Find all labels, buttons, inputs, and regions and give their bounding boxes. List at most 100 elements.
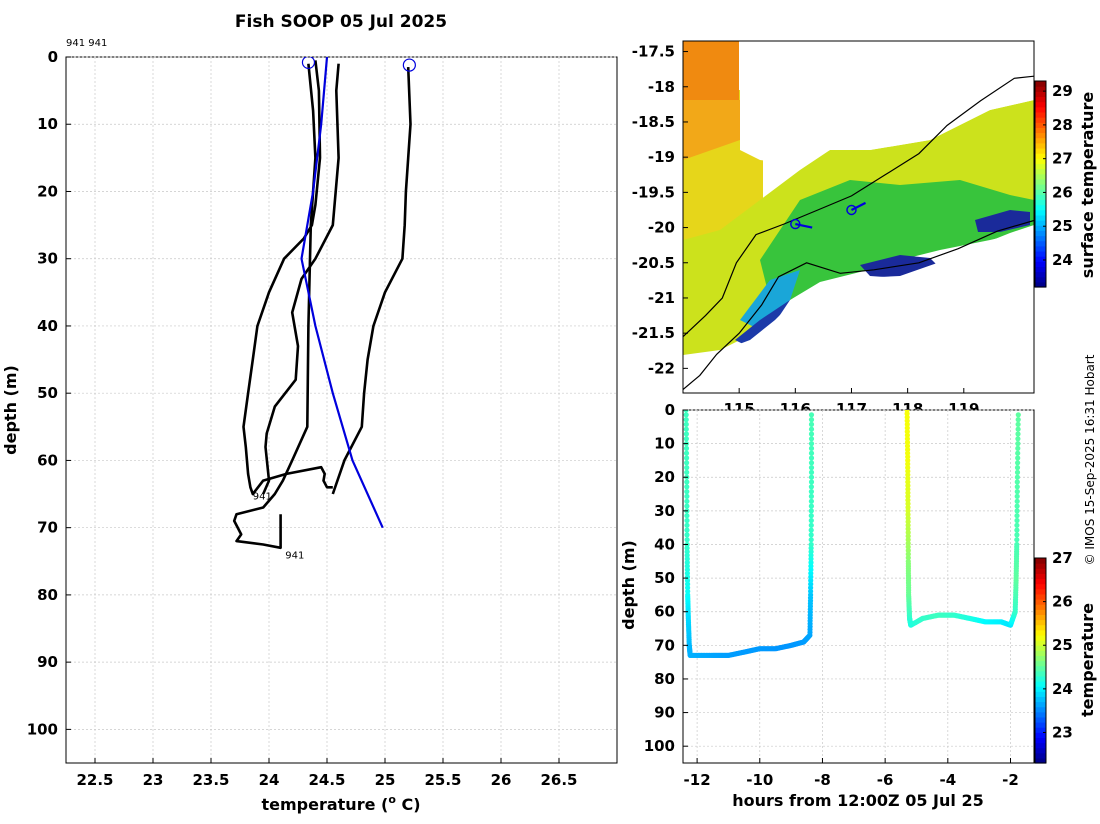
temperature-point [905,501,911,507]
time-depth-y-label: depth (m) [619,540,638,630]
map-y-tick-label: -20 [648,219,675,237]
temperature-point [905,457,911,463]
temperature-point [683,417,689,423]
temperature-point [905,522,911,528]
temperature-point [905,537,911,543]
temperature-point [905,551,911,557]
profile-y-tick-label: 0 [48,48,58,66]
temperature-point [808,489,815,495]
sst-field-cyan-patch [740,270,800,330]
temperature-point [1015,417,1021,423]
time-depth-points [683,410,1021,659]
coastline [683,75,1034,338]
temperature-colorbar-swatch [1035,563,1046,569]
temperature-point [683,450,690,456]
temperature-colorbar-swatch [1035,640,1046,646]
series-profile-a [242,60,333,496]
temperature-colorbar-swatch [1035,604,1046,610]
sst-colorbar-swatch [1035,158,1046,164]
temperature-colorbar-tick-label: 25 [1052,636,1073,654]
profile-y-tick-label: 90 [37,653,58,671]
temperature-point [684,493,690,499]
temperature-point [683,436,690,442]
temperature-point [905,529,911,536]
temperature-point [808,541,814,548]
time-depth-grid [683,409,1034,763]
profile-x-tick-label: 22.5 [76,771,113,789]
profile-x-tick-label: 24.5 [308,771,345,789]
time-depth-y-tick-label: 30 [654,502,675,520]
temperature-colorbar-swatch [1035,588,1046,595]
sst-colorbar-swatch [1035,147,1046,154]
time-depth-y-tick-label: 70 [654,636,675,654]
sst-colorbar: 24 25 26 27 28 29 [1034,80,1073,288]
sst-colorbar-swatch [1035,117,1046,123]
profile-y-tick-label: 50 [37,384,58,402]
temperature-point [808,517,814,524]
temperature-colorbar-swatch [1035,624,1046,631]
temperature-point [684,489,690,495]
temperature-point [684,460,690,466]
map-y-tick-label: -17.5 [632,43,675,61]
temperature-point [684,455,690,461]
temperature-point [1015,445,1021,451]
temperature-colorbar-swatch [1035,722,1046,728]
time-depth-x-ticks: -12 -10 -8 -6 -4 -2 [684,758,1019,789]
temperature-point [808,537,814,543]
depth-contour [683,219,1034,390]
temperature-point [808,527,814,533]
temperature-colorbar-swatch [1035,655,1046,662]
temperature-point [684,503,690,509]
ship-track-start [790,218,801,230]
profile-y-tick-label: 60 [37,451,58,469]
profile-x-label: temperature (o C) [261,793,420,814]
temperature-point [1015,421,1021,427]
time-depth-y-tick-label: 80 [654,670,675,688]
profile-y-tick-label: 30 [37,250,58,268]
temperature-point [905,547,911,554]
temperature-point [1014,469,1021,475]
sst-colorbar-swatch [1035,91,1046,98]
sst-colorbar-tick-label: 25 [1052,217,1073,235]
temperature-point [905,461,911,467]
temperature-point [905,515,911,521]
map-y-tick-label: -22 [648,359,675,377]
temperature-point [1015,431,1021,437]
temperature-colorbar-swatch [1035,660,1046,667]
time-depth-y-tick-label: 40 [654,535,675,553]
map-y-tick-label: -21 [648,289,675,307]
sst-colorbar-swatch [1035,245,1046,252]
temperature-point [808,460,815,466]
temperature-point [1014,474,1021,480]
profile-start-marker [402,58,416,72]
segment-cast-2-down [904,410,914,628]
profile-y-tick-label: 40 [37,317,58,335]
temperature-point [905,454,911,460]
temperature-point [684,567,691,573]
temperature-point [1014,532,1020,538]
profile-x-tick-label: 26 [491,771,512,789]
chart-title: Fish SOOP 05 Jul 2025 [235,12,447,32]
temperature-colorbar-swatch [1035,614,1046,621]
segment-cast-1-up [807,412,815,638]
sst-field-orange-band [683,100,740,160]
sst-colorbar-tick-label: 29 [1052,82,1073,100]
sst-colorbar-swatch [1035,256,1046,262]
temperature-point [808,522,814,528]
sst-field-cold-patch-northeast [975,210,1030,232]
sst-colorbar-swatch [1035,81,1046,87]
temperature-point [1014,484,1020,490]
sst-colorbar-swatch [1035,173,1046,180]
sst-colorbar-swatch [1035,209,1046,216]
sst-colorbar-swatch [1035,230,1046,237]
sst-field [683,41,1034,393]
temperature-colorbar-swatch [1035,747,1046,754]
temperature-point [808,469,815,475]
time-depth-y-ticks: 0 10 20 30 40 50 60 70 80 90 100 [644,401,688,755]
profile-x-tick-label: 23 [143,771,164,789]
map-y-ticks: -17.5 -18 -18.5 -19 -19.5 -20 -20.5 -21 -21.5 -22 [632,43,688,377]
temperature-point [808,445,815,451]
segment-cast-2-up [1012,412,1021,615]
temperature-colorbar-swatch [1035,716,1046,723]
sst-colorbar-swatch [1035,225,1046,231]
